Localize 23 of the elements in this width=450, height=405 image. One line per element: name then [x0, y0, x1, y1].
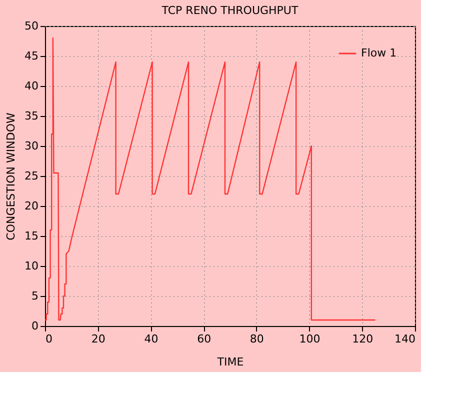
- y-tick-label: 5: [32, 290, 38, 302]
- y-tick-label: 25: [24, 170, 38, 182]
- x-tick-label: 120: [352, 332, 374, 346]
- x-tick-label: 100: [299, 332, 320, 346]
- x-tick-label: 80: [250, 332, 264, 346]
- x-tick-label: 140: [394, 332, 416, 346]
- x-tick-label: 40: [144, 332, 158, 346]
- legend-label: Flow 1: [361, 46, 397, 60]
- y-tick-label: 50: [24, 20, 38, 32]
- x-tick-label: 60: [197, 332, 212, 346]
- y-axis-title: CONGESTION WINDOW: [4, 112, 18, 240]
- y-tick-label: 15: [24, 230, 38, 242]
- y-tick-label: 30: [24, 140, 38, 152]
- x-axis-title: TIME: [216, 356, 244, 368]
- y-tick-label: 0: [32, 320, 38, 332]
- y-tick-label: 45: [24, 50, 38, 62]
- y-tick-label: 10: [24, 260, 38, 272]
- x-tick-label: 20: [91, 332, 106, 346]
- y-tick-label: 40: [24, 80, 38, 92]
- y-tick-label: 35: [24, 110, 38, 122]
- chart-title: TCP RENO THROUGHPUT: [160, 4, 298, 17]
- x-tick-label: 0: [46, 332, 52, 346]
- y-tick-label: 20: [24, 200, 38, 212]
